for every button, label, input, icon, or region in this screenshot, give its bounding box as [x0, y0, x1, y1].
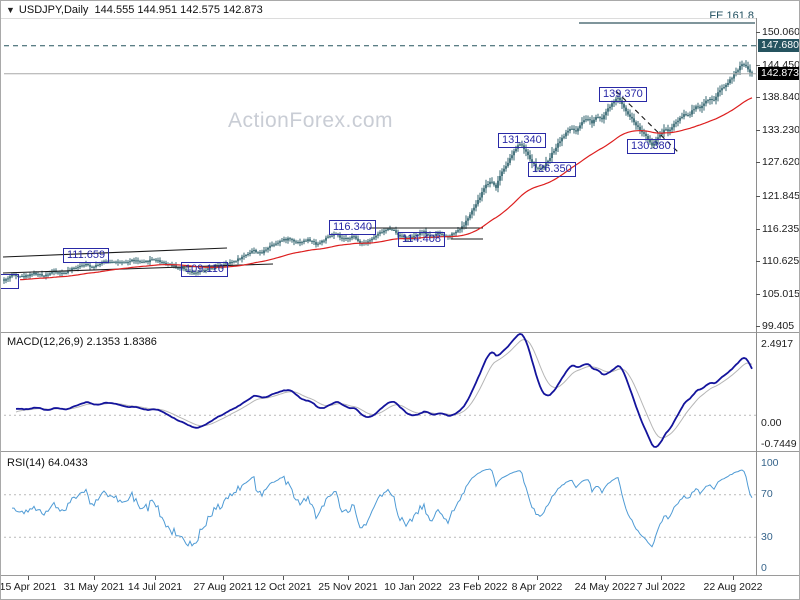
rsi-tick-label: 30: [761, 531, 773, 543]
key-level-box[interactable]: 109.110: [181, 262, 228, 277]
ohlc-values: 144.555 144.951 142.575 142.873: [94, 4, 263, 16]
chart-title-row[interactable]: ▼ USDJPY,Daily 144.555 144.951 142.575 14…: [6, 4, 263, 16]
price-tick: [756, 261, 760, 262]
macd-tick-label: -0.7449: [761, 438, 797, 450]
time-tick-label: 15 Apr 2021: [0, 581, 57, 593]
time-tick: [223, 576, 224, 580]
macd-panel-label: MACD(12,26,9) 2.1353 1.8386: [7, 336, 157, 348]
macd-tick-label: 2.4917: [761, 338, 794, 350]
pane-separator-timeaxis: [1, 575, 799, 576]
key-level-box[interactable]: 114.408: [398, 232, 445, 247]
macd-tick-label: 0.00: [761, 417, 782, 429]
time-tick-label: 7 Jul 2022: [636, 581, 686, 593]
pane-separator-macd[interactable]: [1, 332, 799, 333]
macd-signal-line[interactable]: [15, 338, 753, 439]
time-tick: [283, 576, 284, 580]
time-tick: [348, 576, 349, 580]
key-level-box[interactable]: 111.659: [63, 248, 110, 263]
current-price-tag: 142.873: [758, 67, 799, 80]
watermark: ActionForex.com: [228, 109, 394, 132]
time-tick-label: 24 May 2022: [574, 581, 636, 593]
collapse-icon[interactable]: ▼: [6, 5, 15, 15]
key-level-box[interactable]: 130.380: [627, 139, 675, 154]
price-tick-label: 133.230: [762, 124, 800, 136]
ema-line[interactable]: [19, 97, 753, 281]
trendline[interactable]: [615, 90, 680, 154]
trendline[interactable]: [2, 263, 274, 274]
rsi-tick-label: 0: [761, 562, 767, 574]
time-tick-label: 31 May 2021: [63, 581, 125, 593]
time-tick: [155, 576, 156, 580]
price-tick-label: 99.405: [762, 320, 795, 332]
price-tick: [756, 97, 760, 98]
key-level-box[interactable]: 139.370: [599, 87, 647, 102]
rsi-line[interactable]: [12, 468, 753, 548]
price-tick: [756, 162, 760, 163]
price-tick-label: 116.235: [762, 223, 800, 235]
time-tick-label: 25 Nov 2021: [318, 581, 378, 593]
trendline[interactable]: [2, 247, 228, 258]
clipped-label-box[interactable]: [1, 274, 19, 289]
key-level-box[interactable]: 131.340: [498, 133, 546, 148]
price-tick: [756, 130, 760, 131]
price-axis-line: [756, 18, 757, 576]
time-tick: [28, 576, 29, 580]
time-tick: [537, 576, 538, 580]
time-tick: [661, 576, 662, 580]
time-tick: [94, 576, 95, 580]
time-tick-label: 23 Feb 2022: [448, 581, 508, 593]
price-tick-label: 105.015: [762, 288, 800, 300]
macd-main-line[interactable]: [15, 333, 753, 448]
rsi-panel-label: RSI(14) 64.0433: [7, 457, 88, 469]
price-tick: [756, 32, 760, 33]
price-tick: [756, 326, 760, 327]
key-level-box[interactable]: 116.340: [329, 220, 376, 235]
time-tick-label: 8 Apr 2022: [511, 581, 563, 593]
price-tick-label: 110.625: [762, 255, 800, 267]
time-tick: [413, 576, 414, 580]
time-tick-label: 12 Oct 2021: [254, 581, 312, 593]
header-divider: [1, 18, 756, 19]
rsi-tick-label: 70: [761, 488, 773, 500]
rsi-tick-label: 100: [761, 457, 779, 469]
price-tick: [756, 65, 760, 66]
symbol-period-label: USDJPY,Daily: [18, 4, 89, 16]
fe-projection-label[interactable]: FE 161.8: [709, 10, 754, 22]
time-tick: [478, 576, 479, 580]
time-tick-label: 27 Aug 2021: [193, 581, 253, 593]
price-tick-label: 150.060: [762, 26, 800, 38]
time-tick-label: 10 Jan 2022: [384, 581, 442, 593]
price-tick: [756, 196, 760, 197]
time-tick-label: 14 Jul 2021: [127, 581, 183, 593]
dashed-level-tag: 147.680: [758, 39, 799, 52]
price-tick: [756, 229, 760, 230]
price-tick-label: 138.840: [762, 91, 800, 103]
time-tick-label: 22 Aug 2022: [703, 581, 763, 593]
price-tick-label: 127.620: [762, 156, 800, 168]
price-tick: [756, 294, 760, 295]
time-tick: [733, 576, 734, 580]
key-level-box[interactable]: 126.350: [528, 162, 576, 177]
time-tick: [605, 576, 606, 580]
pane-separator-rsi[interactable]: [1, 451, 799, 452]
price-tick-label: 121.845: [762, 190, 800, 202]
